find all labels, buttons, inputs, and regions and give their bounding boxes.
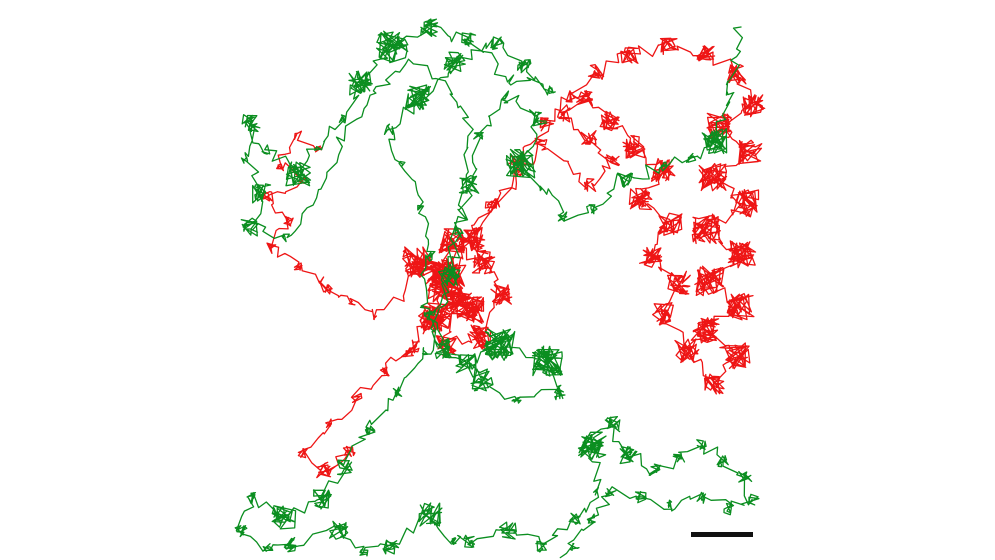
trajectory-red-path [260,37,766,479]
trajectory-green-path [234,18,760,559]
scale-bar [691,532,753,537]
